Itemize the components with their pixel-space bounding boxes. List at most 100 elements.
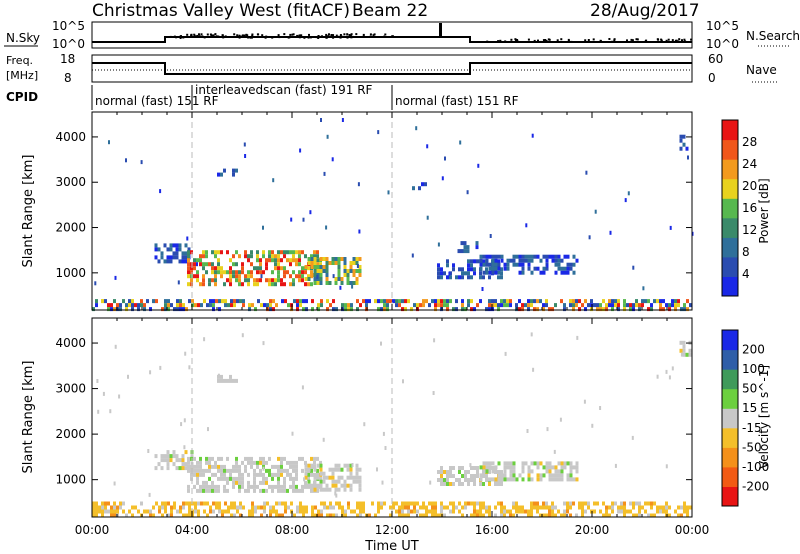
velocity-cell <box>395 509 398 514</box>
power-cell <box>92 307 95 312</box>
search-noise-dot <box>190 35 193 38</box>
power-cell <box>557 266 561 271</box>
velocity-cell <box>319 463 323 468</box>
power-cell <box>229 282 232 287</box>
velocity-cell <box>482 469 486 474</box>
velocity-cell <box>494 505 497 510</box>
power-scatter-cell <box>489 234 492 238</box>
velocity-colorbar-swatch <box>722 349 738 370</box>
power-cell <box>527 299 530 304</box>
power-cell <box>164 299 167 304</box>
power-cell <box>500 303 503 308</box>
velocity-cell <box>187 468 190 473</box>
power-cell <box>187 282 190 287</box>
power-cell <box>137 303 140 308</box>
power-cell <box>271 270 274 275</box>
velocity-cell <box>446 478 449 482</box>
velocity-cell <box>212 509 215 514</box>
velocity-cell <box>602 513 605 518</box>
velocity-cell <box>452 501 455 506</box>
power-cell <box>193 266 196 271</box>
velocity-cell <box>461 505 464 510</box>
power-cell <box>446 259 449 264</box>
velocity-cell <box>265 460 268 465</box>
power-cell <box>226 270 229 275</box>
power-colorbar-tick: 28 <box>742 135 757 149</box>
velocity-cell <box>458 509 461 514</box>
velocity-cell <box>656 509 659 514</box>
velocity-cell <box>343 463 347 468</box>
power-cell <box>277 266 280 271</box>
velocity-cell <box>349 463 353 468</box>
power-cell <box>515 254 519 259</box>
velocity-scatter-cell <box>149 370 152 375</box>
power-cell <box>659 299 662 304</box>
power-scatter-cell <box>594 209 597 214</box>
power-cell <box>343 261 347 265</box>
power-cell <box>497 254 501 259</box>
velocity-cell <box>152 505 155 510</box>
power-cell <box>272 299 275 304</box>
power-cell <box>113 307 116 312</box>
search-noise-dot <box>486 40 489 43</box>
power-cell <box>437 275 440 280</box>
search-noise-dot <box>264 36 267 39</box>
velocity-cell <box>208 484 211 489</box>
velocity-cell <box>659 509 662 514</box>
power-cell <box>617 307 620 312</box>
velocity-cell <box>623 513 626 518</box>
velocity-cell <box>247 488 250 493</box>
velocity-cell <box>209 505 212 510</box>
velocity-cell <box>325 483 329 488</box>
velocity-cell <box>473 474 476 478</box>
velocity-cell <box>214 464 217 469</box>
power-cell <box>374 299 377 304</box>
power-cell <box>319 269 323 273</box>
velocity-cell <box>190 462 194 467</box>
search-noise-dot <box>350 33 353 36</box>
power-cell <box>212 299 215 304</box>
velocity-cell <box>149 509 152 514</box>
power-cell <box>187 274 190 279</box>
velocity-cell <box>338 501 341 506</box>
power-cell <box>187 247 191 252</box>
power-cell <box>322 265 326 269</box>
velocity-cell <box>278 501 281 506</box>
velocity-cell <box>331 479 335 484</box>
power-cell <box>629 307 632 312</box>
power-cell <box>307 261 311 265</box>
power-scatter-cell <box>609 230 612 235</box>
velocity-cell <box>256 464 259 469</box>
velocity-cell <box>485 509 488 514</box>
velocity-cell <box>359 513 362 518</box>
velocity-scatter-cell <box>334 491 337 496</box>
power-cell <box>443 271 446 276</box>
velocity-cell <box>304 467 308 472</box>
search-noise-dot <box>325 33 328 36</box>
velocity-cell <box>536 509 539 514</box>
velocity-cell <box>488 465 492 470</box>
velocity-cell <box>440 501 443 506</box>
velocity-scatter-cell <box>183 418 186 423</box>
velocity-cell <box>104 509 107 514</box>
velocity-cell <box>482 474 485 478</box>
velocity-cell <box>488 482 491 486</box>
velocity-cell <box>250 456 253 461</box>
power-cell <box>605 303 608 308</box>
power-cell <box>476 259 479 264</box>
power-cell <box>407 299 410 304</box>
power-cell <box>292 254 295 259</box>
velocity-cell <box>295 476 298 481</box>
power-cell <box>193 262 196 267</box>
velocity-cell <box>343 483 347 488</box>
power-cell <box>211 266 214 271</box>
velocity-cell <box>256 460 259 465</box>
power-cell <box>305 307 308 312</box>
power-cell <box>235 262 238 267</box>
power-cell <box>325 269 329 273</box>
power-cell <box>280 282 283 287</box>
velocity-cell <box>214 488 217 493</box>
freq-label-line1: Freq. <box>6 54 33 67</box>
velocity-cell <box>548 473 552 478</box>
velocity-cell <box>241 472 244 477</box>
